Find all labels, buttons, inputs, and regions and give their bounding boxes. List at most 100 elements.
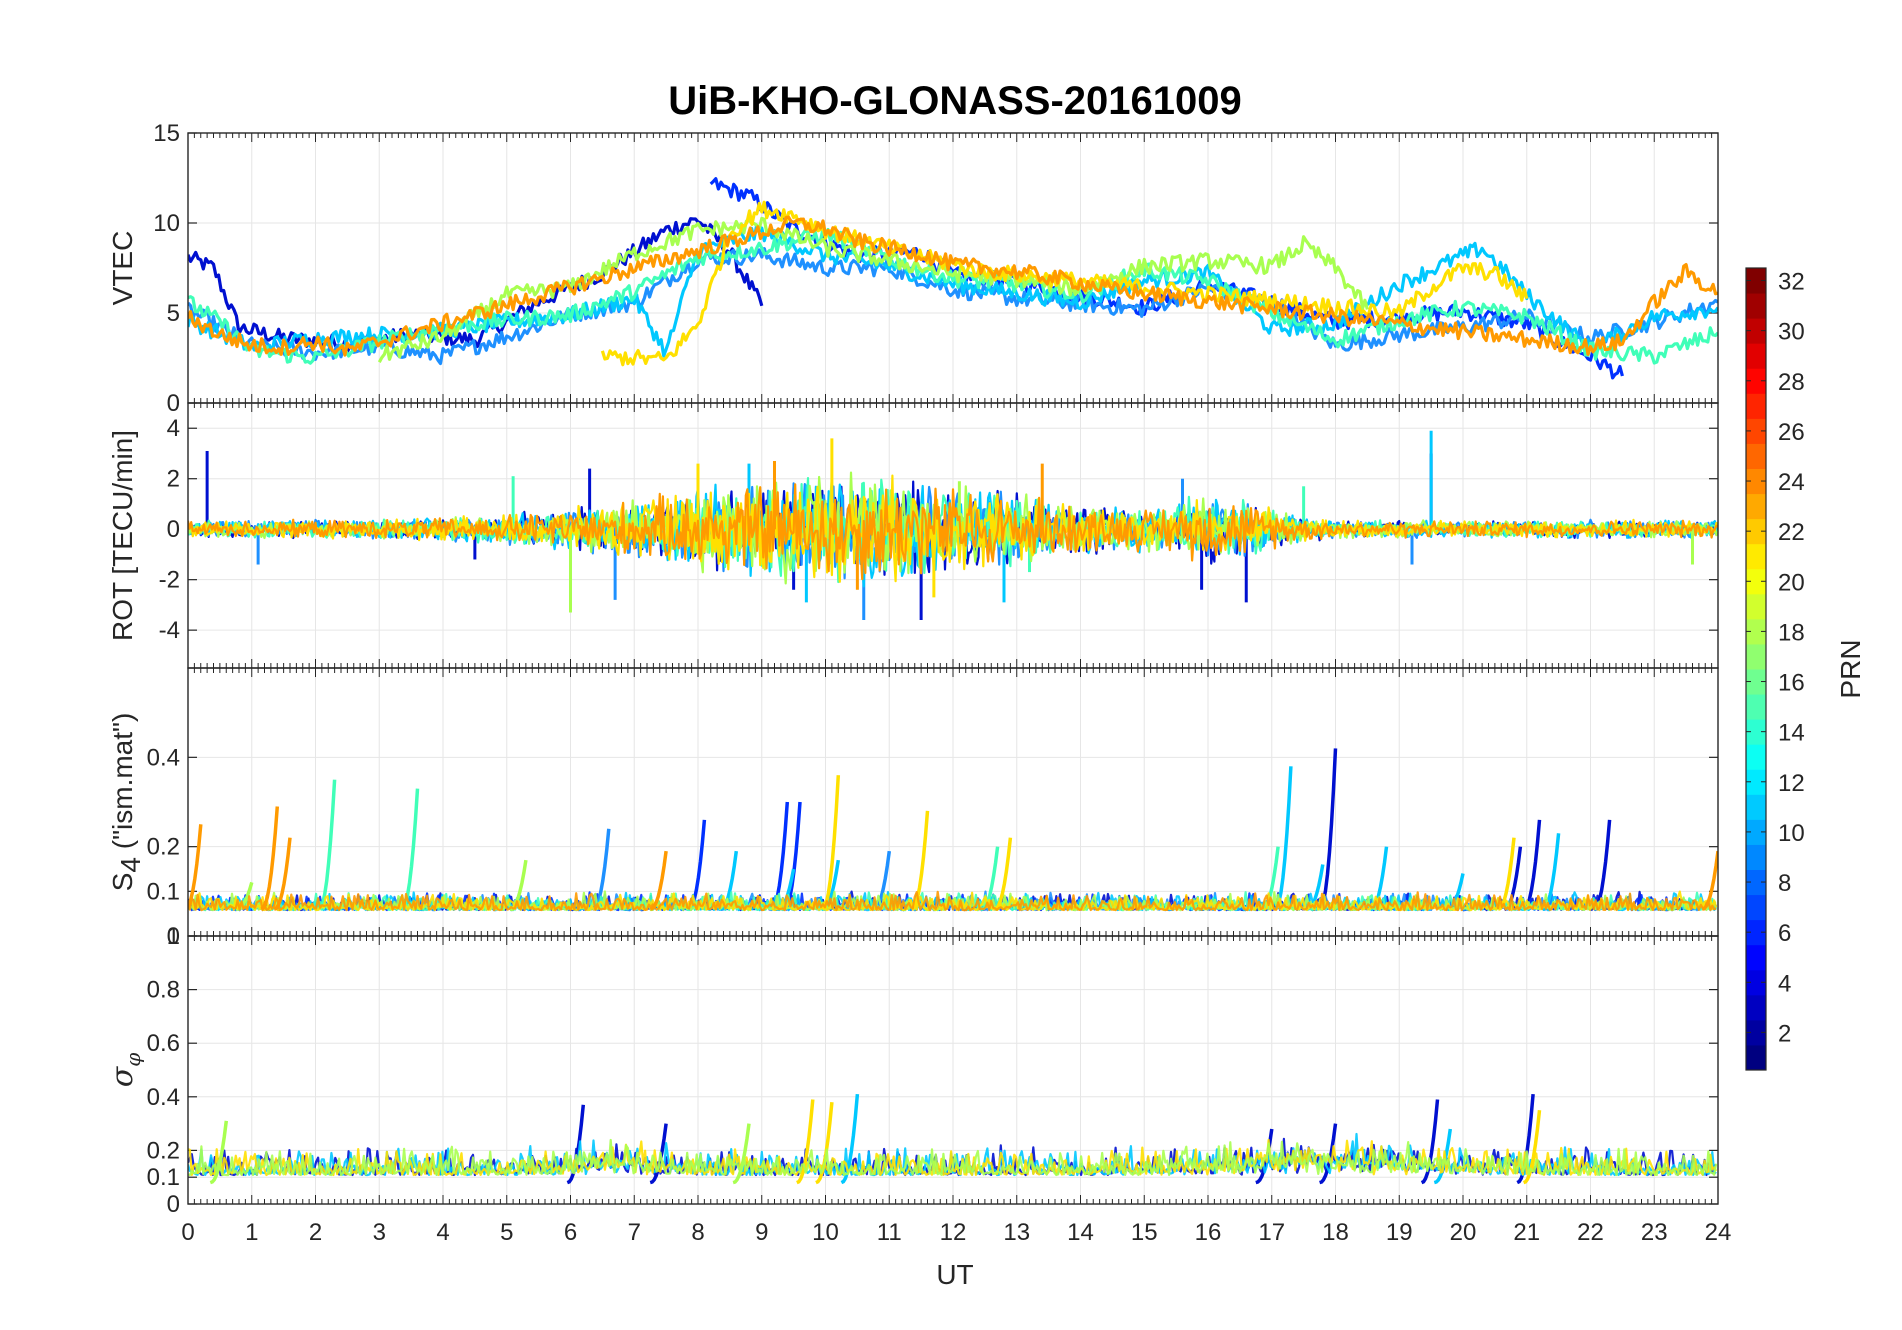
series-spike [1522,1110,1542,1185]
colorbar-swatch [1746,894,1766,921]
series-spike [1701,850,1718,911]
series-spike [1433,1128,1453,1185]
series-spike [1273,766,1293,911]
x-tick-label: 14 [1067,1219,1094,1246]
y-axis-label: ROT [TECU/min] [107,430,138,641]
colorbar-tick-label: 24 [1778,469,1805,496]
y-tick-label: 0.2 [147,1137,180,1164]
series-spike [719,850,739,911]
colorbar-swatch [1746,719,1766,745]
y-tick-label: 0.4 [147,744,180,771]
colorbar-tick-label: 32 [1778,269,1805,296]
x-tick-label: 19 [1386,1219,1413,1246]
colorbar-swatch [1746,994,1766,1021]
x-tick-label: 13 [1003,1219,1030,1246]
colorbar-swatch [1746,819,1766,845]
colorbar-tick-label: 14 [1778,720,1805,747]
y-tick-label: 0 [167,390,180,417]
colorbar-swatch [1746,1044,1766,1071]
colorbar-tick-label: 28 [1778,369,1805,396]
series-line [188,890,1717,912]
colorbar-swatch [1746,869,1766,896]
colorbar-swatch [1746,969,1766,996]
colorbar-swatch [1746,844,1766,870]
x-tick-label: 3 [373,1219,386,1246]
series-line [188,217,764,354]
series-spike [821,775,841,911]
y-tick-label: 0.1 [147,1164,180,1191]
series-spike [317,779,337,911]
series-spike [840,1093,860,1185]
x-axis-label: UT [936,1259,973,1290]
colorbar-tick-label: 10 [1778,820,1805,847]
series-spike [993,837,1013,911]
colorbar-tick-label: 8 [1778,870,1791,897]
x-tick-label: 10 [812,1219,839,1246]
series-spike [732,1123,751,1185]
series-spike [687,819,707,911]
x-axis: 0 1 2 3 4 5 6 7 8 9 10 11 12 13 14 15 16 17 18 19 20 21 22 23 24 [181,1219,1731,1246]
colorbar-swatch [1746,919,1766,946]
y-tick-label: 15 [153,120,180,147]
x-tick-label: 7 [628,1219,641,1246]
colorbar-tick-label: 6 [1778,920,1791,947]
y-tick-label: 0.1 [147,878,180,905]
y-tick-label: 1 [167,923,180,950]
colorbar-tick-label: 30 [1778,319,1805,346]
y-tick-label: 4 [167,415,180,442]
y-tick-label: -4 [159,617,180,644]
x-tick-label: 4 [436,1219,449,1246]
x-tick-label: 16 [1195,1219,1222,1246]
x-tick-label: 6 [564,1219,577,1246]
series-spike [1592,819,1612,911]
colorbar-tick-label: 22 [1778,519,1805,546]
series-line [600,200,1529,367]
x-tick-label: 15 [1131,1219,1158,1246]
series-spike [1497,837,1516,911]
colorbar-swatch [1746,493,1766,520]
y-tick-label: 2 [167,466,180,493]
colorbar-swatch [1746,518,1766,545]
colorbar-swatch [1746,618,1766,645]
colorbar-tick-label: 26 [1778,419,1805,446]
colorbar-tick-label: 18 [1778,619,1805,646]
colorbar-swatch [1746,1019,1766,1046]
colorbar-swatch [1746,343,1766,369]
series-group [188,748,1718,912]
x-tick-label: 18 [1322,1219,1349,1246]
colorbar-swatch [1746,794,1766,820]
y-axis-label: S4 ("ism.mat") [107,713,146,892]
series-line [377,216,1369,363]
y-tick-label: -2 [159,567,180,594]
colorbar-tick-label: 2 [1778,1020,1791,1047]
x-tick-label: 8 [691,1219,704,1246]
y-tick-label: 0.8 [147,977,180,1004]
x-tick-label: 20 [1450,1219,1477,1246]
y-tick-label: 0 [167,1191,180,1218]
colorbar-swatch [1746,443,1766,469]
colorbar-tick-label: 16 [1778,670,1805,697]
colorbar-swatch [1746,944,1766,971]
colorbar-swatch [1746,769,1766,795]
colorbar-swatch [1746,468,1766,495]
series-spike [649,1123,668,1185]
panel-3: 0 0.1 0.2 0.4S4 ("ism.mat") [107,667,1719,950]
colorbar-swatch [1746,694,1766,720]
y-tick-label: 0.2 [147,834,180,861]
x-tick-label: 9 [755,1219,768,1246]
series-line [188,1138,1718,1177]
y-tick-label: 0.6 [147,1030,180,1057]
series-spike [1318,748,1338,911]
axes-box [187,935,1719,1205]
y-axis-label: VTEC [107,231,138,306]
y-tick-label: 5 [167,300,180,327]
series-spike [209,1120,229,1185]
colorbar-swatch [1746,418,1766,444]
x-tick-label: 22 [1577,1219,1604,1246]
x-tick-label: 24 [1705,1219,1732,1246]
x-tick-label: 5 [500,1219,513,1246]
